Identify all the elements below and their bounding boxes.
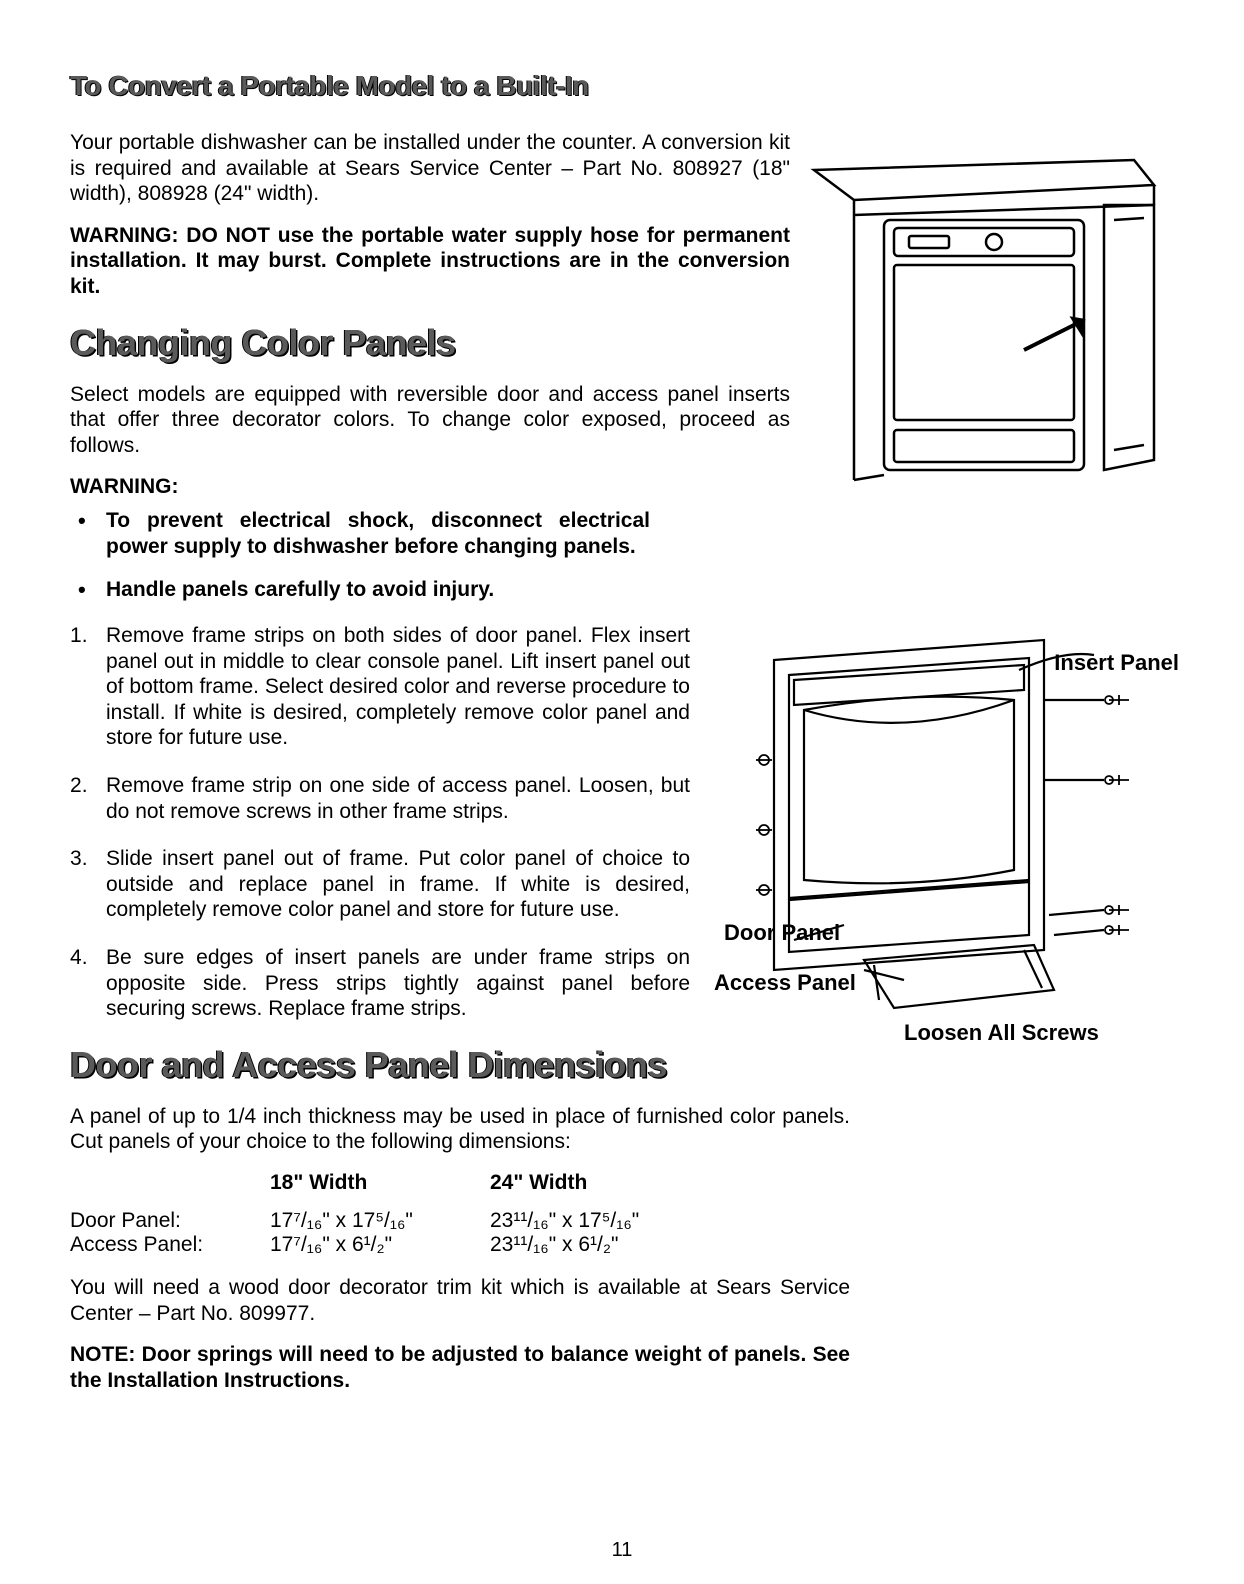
page-number: 11 — [0, 1539, 1244, 1562]
note-para: NOTE: Door springs will need to be adjus… — [70, 1342, 850, 1393]
section1-heading: To Convert a Portable Model to a Built-I… — [70, 70, 790, 102]
label-insert-panel: Insert Panel — [1054, 650, 1179, 676]
warning-bullet: Handle panels carefully to avoid injury. — [70, 577, 650, 603]
section2-heading: Changing Color Panels — [70, 322, 790, 364]
row-label: Access Panel: — [70, 1233, 270, 1257]
warning-bullet: To prevent electrical shock, disconnect … — [70, 508, 650, 559]
dimensions-table: 18" Width 24" Width Door Panel: 17⁷/₁₆" … — [70, 1171, 850, 1257]
section3-intro: A panel of up to 1/4 inch thickness may … — [70, 1104, 850, 1155]
cell: 17⁷/₁₆" x 17⁵/₁₆" — [270, 1209, 490, 1233]
label-loosen-screws: Loosen All Screws — [904, 1020, 1099, 1046]
col-header-24: 24" Width — [490, 1171, 710, 1195]
warning-label: WARNING: — [70, 474, 790, 500]
step-item: Slide insert panel out of frame. Put col… — [70, 846, 690, 923]
figure-builtin-dishwasher — [794, 130, 1164, 500]
cell: 23¹¹/₁₆" x 6¹/₂" — [490, 1233, 710, 1257]
label-access-panel: Access Panel — [714, 970, 856, 996]
row-label: Door Panel: — [70, 1209, 270, 1233]
section1-warning: WARNING: DO NOT use the portable water s… — [70, 223, 790, 300]
trim-kit-para: You will need a wood door decorator trim… — [70, 1275, 850, 1326]
cell: 17⁷/₁₆" x 6¹/₂" — [270, 1233, 490, 1257]
step-item: Remove frame strips on both sides of doo… — [70, 623, 690, 751]
section1-para: Your portable dishwasher can be installe… — [70, 130, 790, 207]
step-item: Remove frame strip on one side of access… — [70, 773, 690, 824]
label-door-panel: Door Panel — [724, 920, 840, 946]
cell: 23¹¹/₁₆" x 17⁵/₁₆" — [490, 1209, 710, 1233]
col-header-18: 18" Width — [270, 1171, 490, 1195]
section2-intro: Select models are equipped with reversib… — [70, 382, 790, 459]
step-item: Be sure edges of insert panels are under… — [70, 945, 690, 1022]
figure-panel-diagram: Insert Panel Door Panel Access Panel Loo… — [714, 630, 1174, 1070]
